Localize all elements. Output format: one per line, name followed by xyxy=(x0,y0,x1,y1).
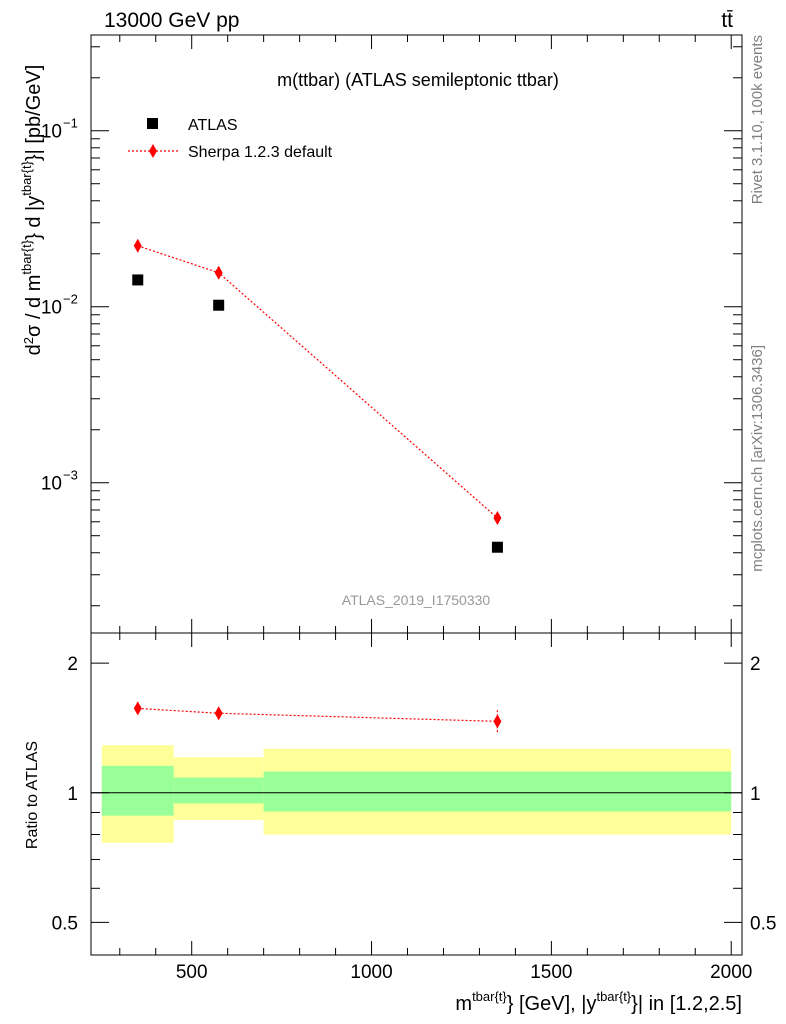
ratio-y-tick-label-right: 0.5 xyxy=(750,913,776,934)
ratio-y-tick-labels: 0.5 0.5 1 1 2 2 xyxy=(52,654,777,934)
ratio-sherpa-point xyxy=(214,706,223,721)
x-axis-title: mtbar{t}} [GeV], |ytbar{t}}| in [1.2,2.5… xyxy=(455,989,742,1015)
analysis-label: ATLAS_2019_I1750330 xyxy=(342,592,491,608)
x-tick-label: 1500 xyxy=(530,962,572,983)
legend-atlas-label: ATLAS xyxy=(188,117,238,134)
main-panel: 10−310−210−1 m(ttbar) (ATLAS semileptoni… xyxy=(19,34,743,634)
sherpa-data-point xyxy=(133,238,142,253)
ratio-frame xyxy=(90,632,743,956)
ratio-y-tick-label-right: 1 xyxy=(750,784,761,805)
y-tick-label: 10 xyxy=(41,122,62,143)
ratio-y-ticks xyxy=(91,662,742,923)
atlas-data-point xyxy=(132,274,144,286)
rivet-label: Rivet 3.1.10, 100k events xyxy=(749,35,766,204)
ratio-series-layer xyxy=(133,701,502,734)
x-tick-label: 500 xyxy=(176,962,208,983)
ratio-bands xyxy=(101,745,732,843)
energy-label: 13000 GeV pp xyxy=(104,9,239,32)
sherpa-data-point xyxy=(214,265,223,280)
atlas-data-point xyxy=(213,299,225,311)
ratio-sherpa-point xyxy=(133,701,142,716)
main-x-ticks xyxy=(119,35,732,633)
main-y-ticks xyxy=(91,46,742,607)
process-label: tt̄ xyxy=(721,9,733,32)
legend-atlas-marker xyxy=(147,118,158,129)
y-tick-label-exponent: −2 xyxy=(63,292,78,307)
sherpa-data-point xyxy=(493,511,502,526)
ratio-y-tick-label: 0.5 xyxy=(52,913,78,934)
y-tick-label-exponent: −1 xyxy=(63,116,78,131)
mcplots-label: mcplots.cern.ch [arXiv:1306.3436] xyxy=(749,345,766,572)
ratio-y-tick-label: 1 xyxy=(67,784,78,805)
main-frame xyxy=(90,34,743,634)
main-y-axis-title: d2σ / d mtbar{t}} d |ytbar{t}}| [pb/GeV] xyxy=(19,65,45,356)
ratio-y-tick-label-right: 2 xyxy=(750,654,761,675)
y-tick-label: 10 xyxy=(41,474,62,495)
ratio-x-tick-labels: 500 1000 1500 2000 xyxy=(176,962,752,983)
y-tick-label: 10 xyxy=(41,298,62,319)
ratio-x-ticks xyxy=(119,633,732,955)
y-tick-label-exponent: −3 xyxy=(63,468,78,483)
legend-sherpa-label: Sherpa 1.2.3 default xyxy=(188,144,333,161)
legend-sherpa-marker xyxy=(149,144,157,158)
ratio-y-tick-label: 2 xyxy=(67,654,78,675)
x-tick-label: 1000 xyxy=(350,962,392,983)
ratio-y-axis-title: Ratio to ATLAS xyxy=(24,741,41,849)
main-series-layer xyxy=(132,238,503,553)
plot-title: m(ttbar) (ATLAS semileptonic ttbar) xyxy=(277,70,559,90)
ratio-panel: 0.5 0.5 1 1 2 2 500 1000 1500 2000 Ratio to ATLA… xyxy=(24,632,777,983)
uncertainty-band-inner xyxy=(101,765,174,816)
ratio-sherpa-point xyxy=(493,714,502,729)
legend: ATLAS Sherpa 1.2.3 default xyxy=(128,117,333,161)
uncertainty-band-inner xyxy=(263,771,732,812)
ratio-sherpa-line xyxy=(137,707,498,722)
atlas-data-point xyxy=(491,541,503,553)
main-y-tick-labels: 10−310−210−1 xyxy=(41,116,78,495)
x-tick-label: 2000 xyxy=(710,962,752,983)
uncertainty-band-inner xyxy=(173,777,264,804)
